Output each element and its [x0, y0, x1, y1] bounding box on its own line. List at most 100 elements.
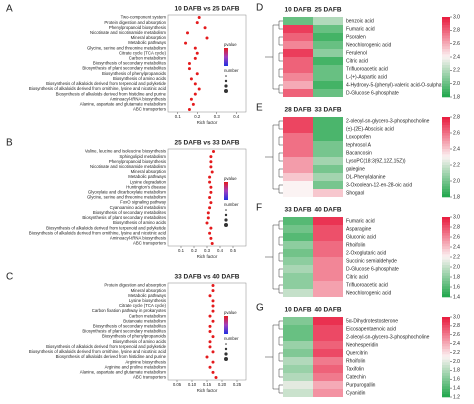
- heat-cell: [313, 265, 343, 273]
- colorbar-segment: [442, 49, 450, 52]
- chart-title: 10 DAFB vs 25 DAFB: [174, 6, 239, 13]
- colorbar-tick-label: 2.0: [453, 264, 460, 270]
- colorbar-segment: [442, 35, 450, 39]
- y-tick-label: Biosynthesis of alkaloids derived from t…: [46, 225, 167, 230]
- column-header: 40 DAFB: [314, 307, 341, 314]
- colorbar-tick-label: 1.4: [453, 385, 460, 391]
- colorbar-segment: [442, 351, 450, 355]
- heat-cell: [283, 241, 313, 249]
- size-key: [224, 89, 228, 93]
- y-tick-label: Biosynthesis of alkaloids derived from h…: [56, 91, 167, 96]
- size-key: [225, 209, 227, 211]
- dot: [203, 26, 207, 30]
- y-tick-label: Biosynthesis of phenylpropanoids: [102, 71, 166, 76]
- colorbar-segment: [442, 170, 450, 174]
- y-tick-label: Protein digestion and absorption: [104, 20, 166, 25]
- y-tick-label: Nicotinate and nicotinamide metabolism: [90, 164, 166, 169]
- y-tick-label: Glycine, serine and threonine metabolism: [87, 45, 166, 50]
- heat-cell: [283, 165, 313, 173]
- row-label: tephrosol A: [346, 142, 372, 148]
- x-tick-label: 0.1: [175, 114, 182, 119]
- dot: [209, 236, 213, 240]
- dot: [209, 226, 213, 230]
- colorbar-segment: [442, 222, 450, 226]
- heat-cell: [283, 125, 313, 133]
- y-tick-label: Carbon fixation pathway in prokaryotes: [92, 308, 166, 313]
- colorbar-segment: [442, 367, 450, 371]
- dot: [208, 324, 212, 328]
- y-tick-label: Alanine, aspartate and glutamate metabol…: [80, 101, 167, 106]
- heat-cell: [313, 281, 343, 289]
- heat-cell: [283, 365, 313, 373]
- y-tick-label: Biosynthesis of amino acids: [113, 220, 166, 225]
- y-tick-label: Metabolic pathways: [128, 174, 166, 179]
- row-label: Asparagine: [346, 226, 372, 232]
- colorbar-segment: [442, 138, 450, 142]
- dot: [208, 231, 212, 235]
- colorbar-segment: [442, 189, 450, 192]
- y-tick-label: Aminoacyl-tRNA biosynthesis: [110, 96, 166, 101]
- row-label: Bacancosin: [346, 150, 372, 156]
- colorbar-segment: [442, 30, 450, 34]
- y-tick-label: Metabolic pathways: [128, 40, 166, 45]
- row-label: Citric acid: [346, 274, 368, 280]
- heat-cell: [313, 89, 343, 97]
- colorbar-tick-label: 2.8: [453, 114, 460, 120]
- dot: [211, 304, 215, 308]
- panel-label: D: [256, 3, 263, 14]
- y-tick-label: Sphingolipid metabolism: [119, 154, 166, 159]
- heat-cell: [283, 173, 313, 181]
- heat-cell: [283, 281, 313, 289]
- colorbar-segment: [442, 243, 450, 247]
- dot: [205, 221, 209, 225]
- colorbar-tick-label: 2.6: [453, 130, 460, 136]
- heat-cell: [283, 157, 313, 165]
- colorbar-segment: [442, 46, 450, 50]
- y-tick-label: Carbon metabolism: [129, 56, 167, 61]
- colorbar-segment: [442, 325, 450, 328]
- row-label: Loxoprofen: [346, 134, 371, 140]
- heat-cell: [283, 65, 313, 73]
- colorbar-segment: [442, 186, 450, 190]
- row-label: Quercitrin: [346, 350, 368, 356]
- y-tick-label: Biosynthesis of secondary metabolites: [93, 324, 166, 329]
- size-key: [224, 84, 228, 88]
- colorbar-tick-label: 2.2: [453, 68, 460, 74]
- y-tick-label: Huntington's disease: [126, 184, 166, 189]
- size-key: [225, 75, 227, 77]
- row-label: 5α-Dihydrotestosterone: [346, 318, 398, 324]
- dot: [197, 16, 201, 20]
- heat-cell: [313, 317, 343, 325]
- colorbar-tick-label: 2.6: [453, 332, 460, 338]
- dot: [208, 365, 212, 369]
- x-tick-label: 0.2: [191, 248, 198, 253]
- colorbar-segment: [442, 341, 450, 344]
- legend-title: number: [224, 336, 239, 341]
- heat-cell: [283, 325, 313, 333]
- y-tick-label: Biosynthesis of plant secondary metaboli…: [82, 66, 166, 71]
- colorbar-segment: [442, 17, 450, 20]
- colorbar-segment: [442, 386, 450, 390]
- x-tick-label: 0.20: [218, 382, 227, 387]
- heat-cell: [313, 73, 343, 81]
- heat-cell: [313, 357, 343, 365]
- colorbar-segment: [442, 270, 450, 274]
- heat-cell: [313, 389, 343, 397]
- dot: [205, 36, 209, 40]
- y-tick-label: Alanine, aspartate and glutamate metabol…: [80, 369, 167, 374]
- colorbar-segment: [442, 27, 450, 31]
- colorbar-segment: [442, 25, 450, 28]
- colorbar-segment: [442, 241, 450, 244]
- dendrogram: [265, 220, 283, 294]
- colorbar-tick-label: 2.4: [453, 244, 460, 250]
- heat-cell: [283, 373, 313, 381]
- colorbar-segment: [442, 343, 450, 347]
- size-key: [224, 347, 228, 351]
- colorbar-segment: [442, 162, 450, 166]
- x-tick-label: 0.4: [233, 114, 240, 119]
- dot: [206, 216, 210, 220]
- colorbar-segment: [442, 378, 450, 382]
- panel-label: E: [256, 103, 263, 114]
- heat-cell: [313, 125, 343, 133]
- heat-cell: [283, 149, 313, 157]
